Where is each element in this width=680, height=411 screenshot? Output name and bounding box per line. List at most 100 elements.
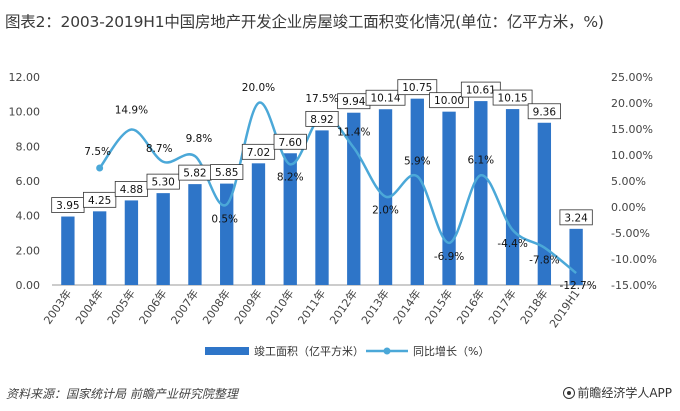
line-value-label: 6.1% — [467, 154, 494, 166]
bar — [569, 228, 583, 285]
y-left-tick-label: 10.00 — [9, 106, 41, 119]
line-marker — [96, 164, 104, 172]
x-tick-label: 2017年 — [485, 287, 519, 327]
y-right-tick-label: 5.00% — [611, 175, 646, 188]
bar-series — [61, 98, 583, 286]
x-tick-label: 2003年 — [41, 287, 75, 327]
brand-credit: 前瞻经济学人APP — [563, 384, 672, 401]
x-tick-label: 2016年 — [453, 287, 487, 327]
x-tick-label: 2013年 — [358, 287, 392, 327]
x-tick-label: 2012年 — [326, 287, 360, 327]
bar-value-box — [83, 191, 117, 208]
x-tick-label: 2010年 — [263, 287, 297, 327]
bar — [410, 98, 424, 286]
bar-value-label: 10.14 — [370, 93, 400, 105]
bar — [474, 101, 488, 286]
bar-value-label: 10.61 — [466, 85, 496, 97]
bar-value-box — [365, 89, 406, 106]
y-left-tick-label: 12.00 — [9, 71, 41, 84]
line-value-label: 9.8% — [186, 133, 213, 145]
qianzhan-logo-icon — [563, 387, 576, 399]
bar-value-label: 4.88 — [120, 184, 143, 196]
line-value-label: 5.9% — [404, 155, 431, 167]
bar — [347, 112, 361, 285]
y-right-tick-label: -15.00% — [611, 279, 657, 292]
y-right-tick-label: -5.00% — [611, 227, 650, 240]
bar-value-label: 3.24 — [564, 212, 588, 224]
legend-line-label: 同比增长（%） — [413, 344, 489, 358]
bar-value-box — [397, 79, 438, 96]
bar-value-label: 5.82 — [183, 168, 206, 180]
y-left-tick-label: 0.00 — [16, 279, 41, 292]
line-value-label: 14.9% — [115, 105, 148, 117]
bar-value-label: 10.00 — [434, 95, 464, 107]
line-value-label: 2.0% — [372, 205, 399, 217]
bar-value-label: 9.94 — [342, 96, 366, 108]
x-tick-label: 2006年 — [136, 287, 170, 327]
bar — [124, 200, 139, 285]
bar — [220, 183, 234, 285]
bar-value-box — [527, 103, 561, 120]
y-right-tick-label: -10.00% — [611, 253, 657, 266]
y-left-tick-label: 2.00 — [16, 244, 41, 257]
legend-line-marker — [383, 347, 391, 355]
y-left-tick-label: 6.00 — [16, 175, 41, 188]
line-value-label: -4.4% — [497, 238, 527, 250]
x-tick-label: 2019H1 — [547, 287, 582, 330]
bar — [283, 153, 297, 285]
bar — [61, 216, 75, 285]
bar — [505, 109, 520, 285]
bar-value-box — [429, 92, 469, 109]
data-labels: 3.95 4.25 4.88 5.30 5.82 5.85 7.02 7.60 8.92 9.94… — [51, 79, 597, 292]
y-left-tick-label: 8.00 — [16, 140, 41, 153]
bar — [156, 193, 170, 285]
bar-value-label: 10.15 — [498, 93, 528, 105]
line-value-label: -12.7% — [560, 280, 597, 292]
x-tick-label: 2009年 — [231, 287, 265, 327]
bar-value-label: 4.25 — [88, 195, 111, 207]
bar-value-label: 9.36 — [533, 106, 557, 118]
legend-bar-label: 竣工面积（亿平方米） — [254, 344, 364, 358]
x-tick-label: 2005年 — [104, 287, 138, 327]
line-value-label: 11.4% — [337, 127, 370, 139]
bar-value-box — [305, 110, 339, 127]
line-value-label: 7.5% — [84, 146, 111, 158]
legend: 竣工面积（亿平方米） 同比增长（%） — [205, 344, 489, 358]
bar — [251, 163, 266, 285]
brand-name: 前瞻经济学人APP — [577, 386, 672, 400]
bar-value-label: 3.95 — [56, 200, 79, 212]
x-tick-label: 2007年 — [168, 287, 202, 327]
y-right-tick-label: 10.00% — [611, 149, 653, 162]
y-left-tick-label: 4.00 — [16, 210, 41, 223]
x-tick-label: 2011年 — [295, 287, 329, 327]
combo-chart: 0.00 2.00 4.00 6.00 8.00 10.00 12.00 -15.00% -10… — [9, 71, 657, 358]
bar-value-label: 7.02 — [247, 147, 270, 159]
y-right-tick-label: 15.00% — [611, 123, 653, 136]
line-value-label: 0.5% — [211, 213, 238, 225]
bar-value-label: 5.30 — [151, 177, 174, 189]
bar-value-box — [273, 133, 307, 150]
y-right-tick-label: 0.00% — [611, 201, 646, 214]
source-note: 资料来源：国家统计局 前瞻产业研究院整理 — [6, 387, 238, 401]
line-value-label: -6.9% — [434, 251, 464, 263]
bar-value-label: 10.75 — [402, 82, 432, 94]
bar-value-box — [210, 164, 244, 181]
line-value-label: 8.2% — [277, 171, 304, 183]
bar-value-label: 5.85 — [215, 167, 238, 179]
x-tick-label: 2008年 — [199, 287, 233, 327]
line-value-label: 20.0% — [242, 82, 275, 94]
y-right-tick-label: 25.00% — [611, 71, 653, 84]
bar-value-box — [559, 209, 593, 226]
x-tick-label: 2015年 — [422, 287, 456, 327]
bar-value-label: 7.60 — [279, 137, 302, 149]
bar-value-box — [241, 143, 276, 160]
x-tick-label: 2014年 — [390, 287, 424, 327]
bar — [92, 211, 107, 285]
y-right-tick-label: 20.00% — [611, 97, 653, 110]
line-value-label: 17.5% — [305, 93, 338, 105]
x-tick-label: 2004年 — [72, 287, 106, 327]
bar-value-box — [492, 89, 533, 106]
chart-title: 图表2：2003-2019H1中国房地产开发企业房屋竣工面积变化情况(单位：亿平… — [5, 13, 604, 31]
bar — [188, 184, 202, 285]
bar-value-box — [460, 81, 501, 98]
